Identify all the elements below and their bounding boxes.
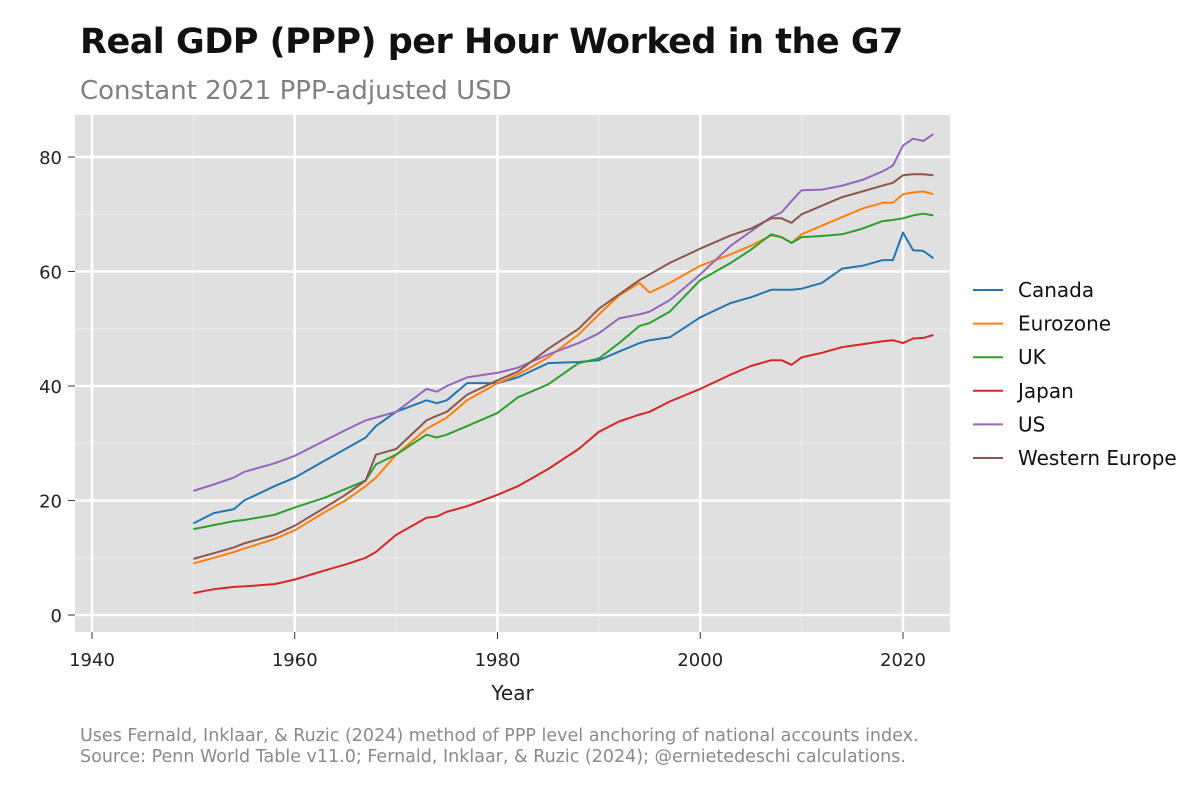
- x-tick-label: 2000: [677, 650, 723, 671]
- y-tick-label: 40: [39, 377, 62, 398]
- series-line: [193, 190, 934, 565]
- legend-label: Eurozone: [1018, 312, 1111, 336]
- chart-caption: Uses Fernald, Inklaar, & Ruzic (2024) me…: [80, 726, 919, 768]
- legend-label: UK: [1018, 345, 1047, 369]
- y-tick-label: 60: [39, 263, 62, 284]
- method-note: Uses Fernald, Inklaar, & Ruzic (2024) me…: [80, 726, 919, 746]
- x-tick-label: 1940: [69, 650, 115, 671]
- x-tick-label: 1960: [272, 650, 318, 671]
- series-canada: [192, 231, 934, 525]
- legend-label: Japan: [1016, 379, 1074, 403]
- series-western-europe: [193, 173, 934, 560]
- series-line: [193, 173, 934, 560]
- x-tick-label: 1980: [475, 650, 521, 671]
- series-line: [193, 133, 934, 492]
- series-eurozone: [193, 190, 934, 565]
- series-line: [193, 334, 934, 595]
- series-line: [193, 212, 934, 531]
- y-tick-label: 0: [51, 606, 62, 627]
- legend-label: Canada: [1018, 278, 1094, 302]
- y-tick-label: 80: [39, 148, 62, 169]
- series-line: [192, 231, 934, 525]
- chart-subtitle: Constant 2021 PPP-adjusted USD: [80, 76, 512, 106]
- series-uk: [193, 212, 934, 531]
- x-tick-label: 2020: [880, 650, 926, 671]
- y-tick-label: 20: [39, 492, 62, 513]
- series-us: [193, 133, 934, 492]
- legend-label: Western Europe: [1018, 446, 1177, 470]
- source-note: Source: Penn World Table v11.0; Fernald,…: [80, 747, 906, 767]
- series-japan: [193, 334, 934, 595]
- legend-label: US: [1018, 412, 1045, 436]
- chart-title: Real GDP (PPP) per Hour Worked in the G7: [80, 22, 903, 62]
- x-axis-label: Year: [490, 681, 534, 705]
